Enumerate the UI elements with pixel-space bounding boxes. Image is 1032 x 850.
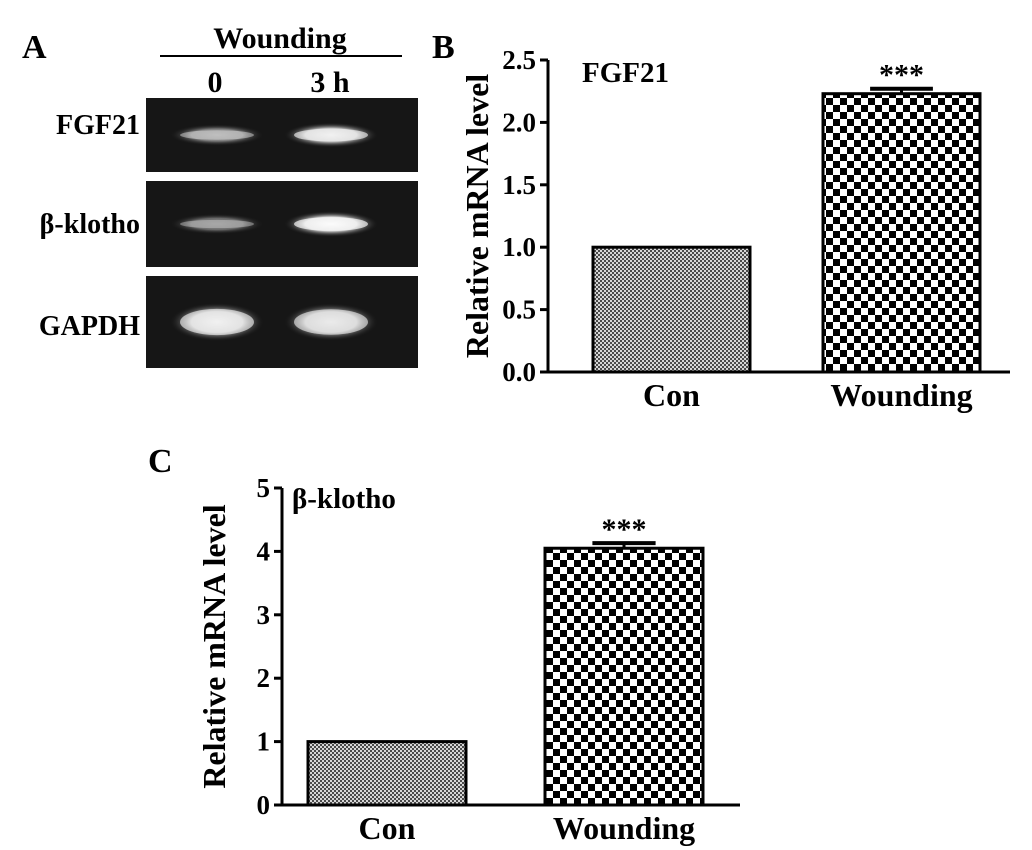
chart-fgf21-bar-wounding [821, 92, 982, 374]
gel-image: Wounding 0 3 h FGF21 β-klotho GAPDH [39, 22, 418, 368]
gel-band-core-0-0 [180, 130, 254, 140]
gel-strip-2 [146, 276, 418, 368]
gel-band-core-0-1 [294, 128, 368, 142]
chart-beta-klotho-bar-con [306, 740, 468, 807]
gel-strip-1 [146, 181, 418, 267]
chart-fgf21-y-tick-label-0: 0.0 [502, 357, 536, 387]
chart-beta-klotho-y-axis-title: Relative mRNA level [196, 504, 232, 788]
gel-row-label-gapdh: GAPDH [39, 311, 140, 342]
chart-beta-klotho-category-wounding: Wounding [553, 810, 695, 846]
gel-band-core-1-1 [294, 217, 368, 231]
gel-band-0-0 [170, 124, 264, 146]
chart-fgf21-y-axis-title: Relative mRNA level [459, 74, 495, 358]
gel-band-core-1-0 [180, 219, 254, 229]
chart-fgf21-y-tick-label-3: 1.5 [502, 170, 536, 200]
chart-fgf21-title: FGF21 [582, 57, 669, 89]
gel-band-core-2-1 [294, 309, 368, 335]
chart-beta-klotho-significance-1: *** [602, 513, 647, 546]
gel-row-label-beta-klotho: β-klotho [40, 209, 140, 240]
chart-fgf21-y-tick-label-1: 0.5 [502, 295, 536, 325]
chart-fgf21-y-tick-label-5: 2.5 [502, 45, 536, 75]
gel-header: Wounding [213, 22, 346, 55]
chart-beta-klotho-y-tick-label-4: 4 [257, 536, 271, 566]
panel-a-letter: A [22, 29, 47, 66]
chart-beta-klotho: 0 1 2 3 4 5 Relative mRNA level β-klotho Con *** W… [196, 473, 740, 846]
chart-beta-klotho-y-tick-label-0: 0 [257, 790, 271, 820]
chart-beta-klotho-y-tick-label-3: 3 [257, 600, 271, 630]
chart-fgf21-y-tick-label-4: 2.0 [502, 107, 536, 137]
chart-beta-klotho-category-con: Con [359, 810, 416, 846]
gel-strip-0 [146, 98, 418, 172]
gel-lane-label-0: 0 [208, 66, 223, 99]
panel-c-letter: C [148, 443, 173, 480]
chart-fgf21-bar-con [591, 245, 752, 374]
chart-fgf21-significance-1: *** [879, 59, 924, 92]
chart-fgf21-y-tick-label-2: 1.0 [502, 232, 536, 262]
chart-fgf21-category-wounding: Wounding [830, 377, 972, 413]
chart-beta-klotho-y-tick-label-1: 1 [257, 727, 271, 757]
gel-row-label-fgf21: FGF21 [56, 110, 140, 141]
gel-lane-label-1: 3 h [310, 66, 350, 99]
chart-beta-klotho-y-tick-label-2: 2 [257, 663, 271, 693]
chart-fgf21-category-con: Con [643, 377, 700, 413]
panel-b-letter: B [432, 29, 455, 66]
chart-beta-klotho-bar-wounding [543, 546, 705, 807]
chart-beta-klotho-y-tick-label-5: 5 [257, 473, 271, 503]
gel-band-1-0 [170, 213, 264, 235]
chart-beta-klotho-title: β-klotho [292, 483, 396, 515]
gel-band-core-2-0 [180, 308, 254, 336]
